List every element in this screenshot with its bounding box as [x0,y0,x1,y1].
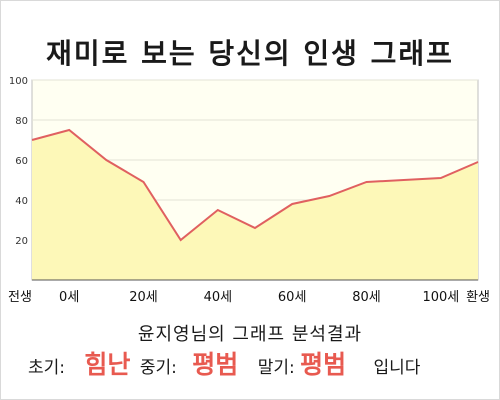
y-tick-label: 80 [15,116,28,127]
x-axis-ticks: 전생 0세 20세 40세 60세 80세 100세 환생 [8,290,490,305]
x-tick-label: 0세 [59,290,79,305]
x-tick-label: 환생 [466,290,490,305]
x-tick-label: 20세 [129,290,158,305]
y-tick-label: 60 [15,156,28,167]
early-value: 힘난 [84,350,131,379]
x-tick-label: 80세 [352,290,381,305]
y-tick-label: 20 [15,236,28,247]
result-summary: 초기: 힘난 중기: 평범 말기: 평범 입니다 [28,345,488,381]
late-value: 평범 [300,350,347,379]
y-tick-label: 100 [9,76,28,87]
result-suffix: 입니다 [373,358,421,378]
x-tick-label: 전생 [8,290,32,305]
page-title: 재미로 보는 당신의 인생 그래프 [46,37,454,70]
y-tick-label: 40 [15,196,28,207]
result-title: 윤지영님의 그래프 분석결과 [137,324,363,345]
late-label: 말기: [257,358,295,378]
x-tick-label: 60세 [278,290,307,305]
x-tick-label: 40세 [204,290,233,305]
early-label: 초기: [28,358,66,378]
middle-label: 중기: [139,358,177,378]
series-line [31,128,479,242]
area-fill [32,130,478,280]
y-axis-ticks: 20 40 60 80 100 [9,76,28,247]
x-tick-label: 100세 [422,290,459,305]
middle-value: 평범 [192,350,239,379]
